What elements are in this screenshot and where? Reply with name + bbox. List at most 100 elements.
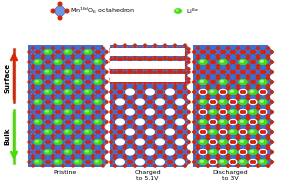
Circle shape: [41, 110, 45, 114]
Circle shape: [247, 75, 249, 77]
Circle shape: [194, 128, 202, 136]
Circle shape: [164, 64, 166, 66]
Circle shape: [31, 70, 35, 74]
Circle shape: [39, 58, 47, 66]
Circle shape: [154, 105, 156, 107]
Circle shape: [46, 71, 48, 73]
Circle shape: [201, 91, 203, 93]
Circle shape: [42, 117, 44, 119]
Circle shape: [163, 130, 167, 134]
Circle shape: [227, 155, 229, 157]
Circle shape: [237, 57, 239, 59]
Circle shape: [153, 160, 157, 164]
Circle shape: [158, 48, 160, 50]
Circle shape: [58, 161, 60, 163]
Circle shape: [128, 111, 130, 113]
Circle shape: [197, 137, 199, 139]
Circle shape: [266, 70, 270, 74]
Circle shape: [184, 157, 186, 159]
Circle shape: [140, 51, 142, 53]
Circle shape: [217, 147, 219, 149]
Circle shape: [170, 151, 172, 153]
Circle shape: [184, 55, 186, 57]
Circle shape: [114, 82, 116, 84]
Circle shape: [168, 71, 170, 73]
Circle shape: [241, 71, 243, 73]
Circle shape: [144, 95, 146, 97]
Circle shape: [243, 121, 245, 123]
Ellipse shape: [86, 150, 88, 152]
Circle shape: [241, 111, 243, 113]
Ellipse shape: [146, 149, 154, 155]
Circle shape: [42, 85, 44, 87]
Circle shape: [251, 91, 253, 93]
Circle shape: [257, 135, 259, 137]
Circle shape: [234, 128, 242, 136]
Circle shape: [52, 107, 54, 109]
Circle shape: [216, 130, 220, 134]
Circle shape: [102, 65, 104, 67]
Ellipse shape: [209, 139, 217, 145]
Circle shape: [114, 157, 116, 159]
Circle shape: [264, 148, 272, 156]
Circle shape: [257, 67, 259, 69]
Circle shape: [237, 97, 239, 99]
Circle shape: [62, 155, 64, 157]
Circle shape: [266, 100, 270, 104]
Circle shape: [224, 148, 232, 156]
Circle shape: [211, 91, 213, 93]
Circle shape: [204, 68, 212, 76]
Circle shape: [227, 55, 229, 57]
Circle shape: [267, 97, 269, 99]
Circle shape: [62, 135, 64, 137]
Circle shape: [96, 91, 98, 93]
Circle shape: [140, 141, 142, 143]
Circle shape: [237, 127, 239, 129]
Circle shape: [227, 57, 229, 59]
Ellipse shape: [35, 160, 38, 162]
Circle shape: [101, 130, 105, 134]
Circle shape: [201, 101, 203, 103]
Circle shape: [257, 147, 259, 149]
Circle shape: [254, 148, 262, 156]
Circle shape: [246, 150, 250, 154]
Circle shape: [197, 85, 199, 87]
Circle shape: [114, 135, 116, 137]
Circle shape: [92, 137, 94, 139]
Circle shape: [194, 128, 202, 136]
Circle shape: [174, 147, 176, 149]
Circle shape: [134, 137, 136, 139]
Circle shape: [266, 110, 270, 114]
Circle shape: [237, 95, 239, 97]
Ellipse shape: [55, 81, 58, 82]
Circle shape: [204, 118, 212, 126]
Ellipse shape: [219, 59, 227, 65]
Circle shape: [160, 78, 162, 80]
Circle shape: [237, 155, 239, 157]
Circle shape: [158, 81, 160, 83]
Circle shape: [113, 77, 117, 81]
Circle shape: [82, 157, 84, 159]
Circle shape: [101, 60, 105, 64]
Circle shape: [144, 72, 146, 74]
Circle shape: [161, 138, 169, 146]
Circle shape: [207, 117, 209, 119]
Circle shape: [174, 137, 176, 139]
Circle shape: [131, 118, 139, 126]
Circle shape: [52, 105, 54, 107]
Circle shape: [150, 61, 152, 63]
Circle shape: [46, 141, 48, 143]
Circle shape: [144, 147, 146, 149]
Circle shape: [256, 80, 260, 84]
Circle shape: [62, 85, 64, 87]
Circle shape: [221, 61, 223, 63]
Circle shape: [203, 51, 205, 53]
Circle shape: [76, 141, 78, 143]
Ellipse shape: [86, 110, 88, 112]
Circle shape: [201, 161, 203, 163]
Circle shape: [128, 81, 130, 83]
Circle shape: [184, 137, 186, 139]
Circle shape: [181, 58, 189, 66]
Circle shape: [62, 137, 64, 139]
Circle shape: [266, 60, 270, 64]
